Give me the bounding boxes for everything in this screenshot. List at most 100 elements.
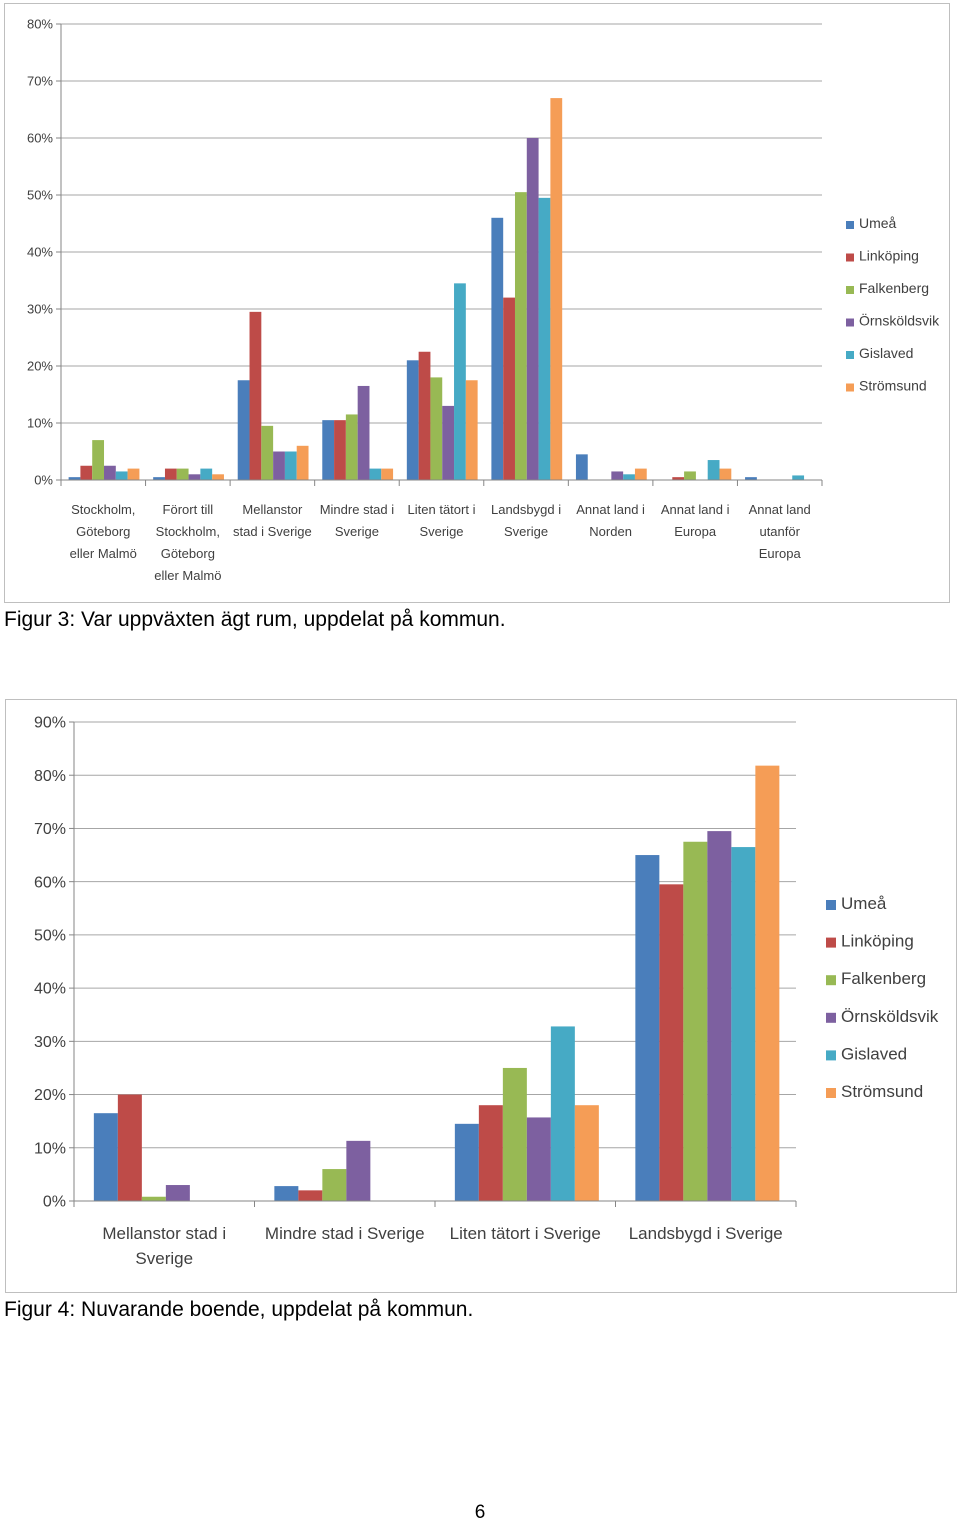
bar-gislaved — [284, 451, 297, 480]
bar-gislaved — [623, 474, 635, 480]
bar-falkenberg — [92, 440, 105, 480]
legend-label: Gislaved — [841, 1044, 907, 1063]
bar-strömsund — [574, 1105, 599, 1201]
y-tick-label: 70% — [27, 74, 53, 89]
x-category-label: Göteborg — [76, 524, 130, 539]
x-category-label: Landsbygd i — [491, 502, 561, 517]
x-category-label: Sverige — [419, 524, 463, 539]
bar-umeå — [237, 380, 250, 480]
bar-umeå — [274, 1186, 299, 1201]
bar-falkenberg — [176, 468, 189, 480]
y-tick-label: 40% — [34, 981, 66, 998]
bar-strömsund — [127, 468, 140, 480]
bar-falkenberg — [684, 471, 696, 480]
y-tick-label: 30% — [34, 1034, 66, 1051]
bar-strömsund — [465, 380, 478, 480]
bar-linköping — [334, 420, 346, 480]
bar-strömsund — [634, 468, 647, 480]
y-tick-label: 10% — [27, 416, 53, 431]
legend-swatch — [826, 937, 836, 948]
figure-3-caption: Figur 3: Var uppväxten ägt rum, uppdelat… — [4, 608, 506, 631]
legend-swatch — [846, 318, 854, 327]
y-tick-label: 90% — [34, 715, 66, 732]
bar-umeå — [745, 477, 757, 480]
legend-label: Strömsund — [859, 378, 927, 394]
y-tick-label: 50% — [27, 188, 53, 203]
bar-örnsköldsvik — [165, 1185, 190, 1201]
bar-umeå — [322, 420, 335, 480]
legend-label: Umeå — [841, 894, 887, 913]
y-tick-label: 20% — [27, 359, 53, 374]
bar-gislaved — [731, 847, 756, 1201]
bar-linköping — [418, 351, 431, 480]
x-category-label: Mellanstor — [242, 502, 303, 517]
legend-swatch — [826, 900, 836, 910]
bar-strömsund — [381, 468, 394, 480]
bar-gislaved — [115, 471, 128, 480]
bar-gislaved — [538, 197, 551, 480]
legend-label: Gislaved — [859, 345, 913, 361]
figure-4-chart: 0% 10% 20% 30% 40% 50% 60% 70% 80% 90% Mellanstor … — [5, 699, 957, 1293]
y-tick-label: 60% — [34, 874, 66, 891]
bar-örnsköldsvik — [104, 465, 116, 480]
bar-gislaved — [369, 468, 382, 480]
bar-umeå — [68, 477, 81, 480]
bar-umeå — [406, 360, 419, 480]
bar-falkenberg — [322, 1169, 347, 1201]
y-tick-label: 30% — [27, 302, 53, 317]
x-category-label: stad i Sverige — [233, 524, 312, 539]
y-tick-label: 0% — [34, 473, 53, 488]
bar-örnsköldsvik — [346, 1140, 371, 1201]
bar-falkenberg — [141, 1196, 166, 1201]
bar-strömsund — [719, 468, 732, 480]
legend-label: Linköping — [841, 932, 914, 951]
legend-swatch — [826, 1050, 836, 1061]
bar-örnsköldsvik — [611, 471, 624, 480]
legend-label: Falkenberg — [859, 280, 929, 296]
bar-strömsund — [550, 98, 563, 480]
y-tick-label: 10% — [34, 1140, 66, 1157]
y-tick-label: 40% — [27, 245, 53, 260]
x-category-label: Sverige — [504, 524, 548, 539]
x-category-label: Landsbygd i Sverige — [629, 1224, 783, 1243]
bar-linköping — [298, 1190, 323, 1201]
legend-swatch — [826, 975, 836, 986]
legend-swatch — [846, 351, 854, 359]
bar-falkenberg — [514, 192, 527, 480]
bar-falkenberg — [502, 1067, 527, 1201]
bar-gislaved — [707, 460, 720, 480]
bar-örnsköldsvik — [526, 1117, 551, 1201]
legend-swatch — [846, 253, 854, 262]
bar-strömsund — [212, 474, 224, 480]
bar-gislaved — [550, 1026, 575, 1201]
legend-label: Umeå — [859, 215, 897, 231]
x-category-label: Mellanstor stad i — [102, 1224, 226, 1243]
x-category-label: Förort till — [163, 502, 214, 517]
bar-linköping — [249, 311, 262, 480]
bar-umeå — [635, 855, 660, 1201]
bar-örnsköldsvik — [442, 405, 455, 480]
figure-3-plot: 0% 10% 20% 30% 40% 50% 60% 70% 80% Stockholm, Göte… — [27, 17, 940, 583]
x-category-label: Europa — [674, 524, 717, 539]
figure-3-chart: 0% 10% 20% 30% 40% 50% 60% 70% 80% Stockholm, Göte… — [4, 3, 950, 603]
x-category-label: Mindre stad i Sverige — [265, 1224, 425, 1243]
y-tick-label: 80% — [34, 768, 66, 785]
bar-linköping — [164, 468, 177, 480]
legend-swatch — [846, 221, 854, 229]
bar-örnsköldsvik — [707, 831, 732, 1201]
legend-label: Falkenberg — [841, 969, 926, 988]
x-category-label: Liten tätort i — [408, 502, 476, 517]
figure-4-plot: 0% 10% 20% 30% 40% 50% 60% 70% 80% 90% Mellanstor … — [34, 715, 939, 1268]
x-category-label: Sverige — [335, 524, 379, 539]
bar-linköping — [503, 297, 515, 480]
bar-linköping — [80, 465, 93, 480]
legend-swatch — [846, 383, 854, 392]
legend-swatch — [846, 286, 854, 294]
x-category-label: Europa — [759, 546, 802, 561]
y-tick-label: 50% — [34, 927, 66, 944]
legend-label: Linköping — [859, 248, 919, 264]
y-tick-label: 60% — [27, 131, 53, 146]
bar-umeå — [454, 1123, 479, 1201]
bar-falkenberg — [683, 841, 708, 1201]
bar-strömsund — [296, 445, 309, 480]
